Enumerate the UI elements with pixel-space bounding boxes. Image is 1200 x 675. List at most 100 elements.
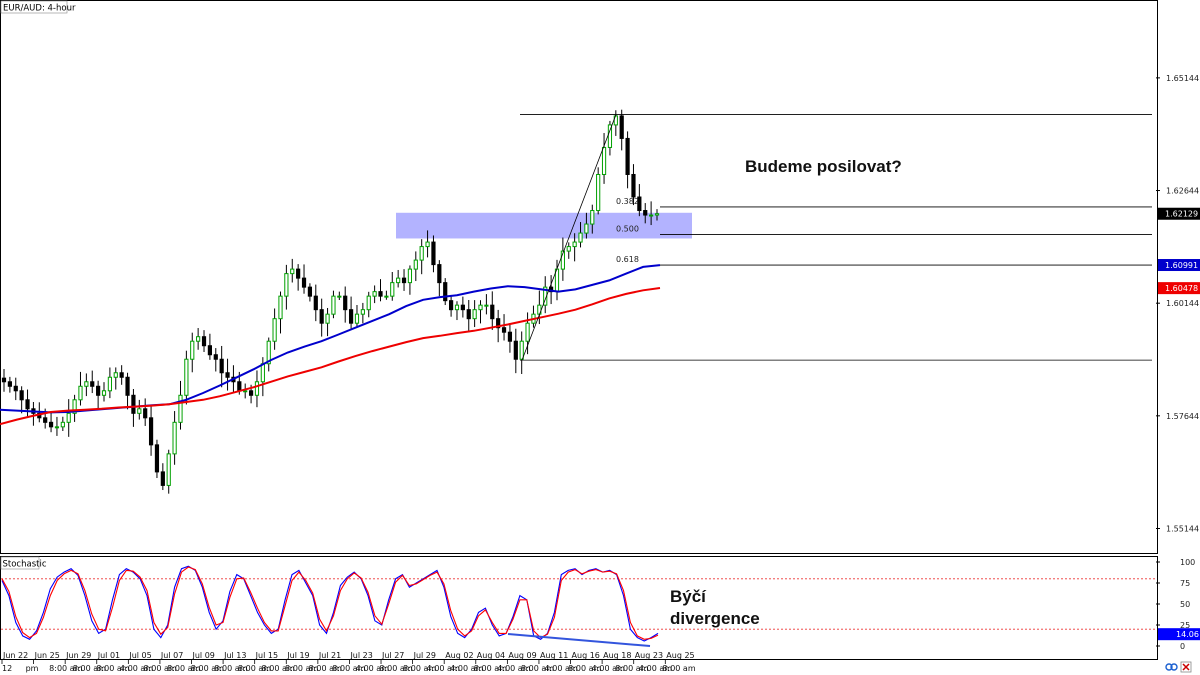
candle-body: [331, 295, 336, 315]
stoch-value-tag: [1158, 628, 1200, 641]
candle-body: [266, 340, 271, 365]
candle-body: [66, 412, 71, 423]
candle-body: [254, 381, 260, 396]
candle-body: [166, 453, 171, 486]
date-tick-label: Jul 27: [381, 651, 404, 660]
candle-body: [413, 259, 418, 270]
time-tick-label: 8:00 am: [474, 664, 507, 673]
time-tick-label: 8:00 am: [309, 664, 342, 673]
candle-body: [343, 295, 348, 311]
candle-body: [160, 471, 165, 486]
date-tick-label: Jun 25: [34, 651, 60, 660]
stoch-title: Stochastic: [3, 560, 47, 570]
candle-body: [472, 309, 477, 320]
price-tag: [1158, 282, 1200, 295]
time-tick-label: 8:00 am: [332, 664, 365, 673]
candle-body: [619, 115, 624, 139]
price-tag-label: 1.60478: [1165, 284, 1198, 293]
time-tick-label: 8:00 am: [568, 664, 601, 673]
time-tick-label: 12: [2, 664, 12, 673]
price-tick-label: 1.57644: [1166, 412, 1199, 421]
stoch-tick-label: 50: [1180, 600, 1190, 609]
time-tick-label: 8:00 am: [167, 664, 200, 673]
date-tick-label: Aug 25: [666, 651, 694, 660]
stoch-tick-label: 0: [1180, 642, 1185, 651]
time-tick-label: 8:00 am: [403, 664, 436, 673]
time-tick-label: 8:00 am: [285, 664, 318, 673]
candle-body: [207, 345, 213, 356]
price-tag-label: 1.62129: [1165, 210, 1198, 219]
candle-body: [637, 196, 642, 212]
link-icon[interactable]: [1165, 663, 1178, 671]
candle-body: [448, 300, 454, 311]
candle-body: [296, 268, 301, 279]
date-tick-label: Jul 21: [318, 651, 341, 660]
time-tick-label: 8:00 am: [238, 664, 271, 673]
stoch-title-box: [0, 556, 40, 570]
fibonacci-layer: 0.382 0.500 0.618: [521, 114, 1152, 361]
stoch-levels-layer: [1, 578, 1156, 630]
candle-body: [260, 363, 265, 383]
stoch-tick-label: 75: [1180, 579, 1190, 588]
candle-body: [431, 241, 436, 266]
fib-trend-line: [521, 114, 617, 361]
time-tick-label: 8:00 am: [214, 664, 247, 673]
candle-body: [84, 381, 89, 387]
stoch-value-label: 14.06: [1176, 630, 1199, 639]
time-tick-label: 4:00 am: [356, 664, 389, 673]
candle-body: [507, 331, 513, 342]
candle-body: [525, 322, 530, 342]
candle-body: [78, 385, 83, 401]
main-panel-frame: [0, 0, 1158, 554]
price-tags-layer: 1.62129 1.60991 1.60478: [1158, 207, 1200, 295]
date-tick-label: Jul 07: [160, 651, 183, 660]
candle-body: [478, 304, 483, 311]
candle-body: [490, 304, 495, 320]
price-tick-label: 1.60144: [1166, 299, 1199, 308]
date-tick-label: Aug 18: [603, 651, 631, 660]
candle-body: [337, 295, 342, 298]
candle-body: [560, 250, 565, 270]
moving-average-red: [0, 287, 661, 426]
candle-body: [460, 304, 465, 311]
candle-body: [219, 358, 224, 374]
time-tick-label: 8:00 am: [615, 664, 648, 673]
candle-body: [248, 390, 254, 396]
candle-body: [419, 246, 424, 261]
candle-body: [360, 309, 365, 315]
date-tick-label: Jul 19: [286, 651, 309, 660]
time-tick-label: 8:00 am: [379, 664, 412, 673]
stoch-tick-label: 25: [1180, 621, 1190, 630]
candle-body: [501, 327, 507, 333]
date-tick-label: Aug 04: [477, 651, 505, 660]
candle-body: [372, 291, 377, 297]
candle-body: [348, 309, 354, 324]
divergence-line: [507, 633, 651, 647]
time-tick-label: 8:00 am: [73, 664, 106, 673]
stoch-axis: 100 75 50 25 0 14.06: [1156, 558, 1200, 651]
candle-body: [643, 210, 648, 216]
candle-body: [60, 421, 65, 428]
date-tick-label: Aug 02: [445, 651, 473, 660]
candle-body: [466, 309, 471, 320]
candle-body: [407, 268, 413, 284]
time-tick-label: 4:00 am: [497, 664, 530, 673]
candle-body: [513, 340, 518, 360]
date-tick-label: Jul 29: [413, 651, 436, 660]
time-axis: Jun 22 Jun 25 Jun 29 Jul 01 Jul 05 Jul 07 Jul …: [1, 651, 696, 673]
date-tick-label: Jul 23: [349, 651, 372, 660]
candle-body: [125, 376, 130, 396]
candle-body: [354, 313, 360, 324]
candle-body: [72, 399, 77, 414]
price-tick-label: 1.65144: [1166, 74, 1199, 83]
annotation-divergence-line1: Býčí: [670, 587, 707, 606]
candle-body: [213, 354, 218, 360]
candle-body: [584, 223, 589, 234]
time-tick-label: 8:00 am: [96, 664, 129, 673]
candle-body: [378, 291, 383, 297]
fib-level-label: 0.500: [616, 224, 639, 233]
candle-body: [519, 340, 524, 360]
price-axis: 1.65144 1.62644 1.60144 1.57644 1.55144: [1156, 74, 1199, 533]
close-icon[interactable]: [1180, 661, 1192, 673]
